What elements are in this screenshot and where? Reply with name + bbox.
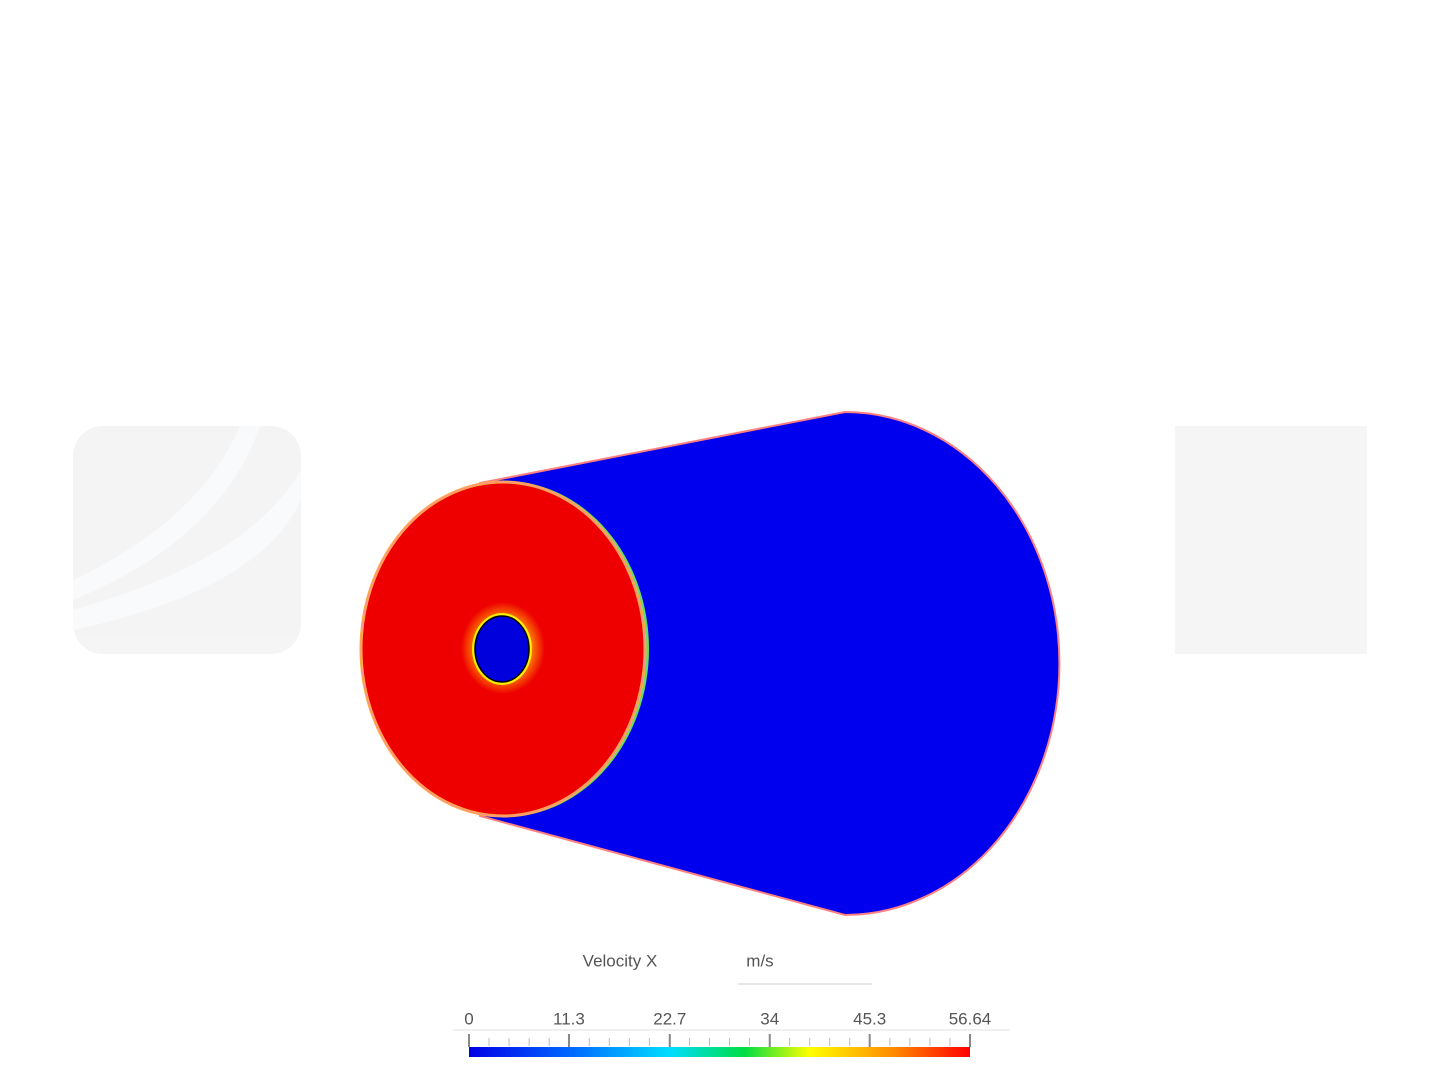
legend: Velocity X m/s 0 11.3 22.7 34 45.3 56.64: [453, 951, 1010, 1057]
hole: [474, 615, 530, 683]
tick-label: 45.3: [853, 1009, 886, 1028]
legend-unit: m/s: [746, 951, 773, 970]
watermark: [73, 426, 1367, 654]
tick-label: 11.3: [553, 1009, 585, 1028]
cone-model: [359, 410, 1061, 917]
tick-label: 56.64: [949, 1009, 992, 1028]
legend-title: Velocity X: [583, 951, 658, 970]
color-bar: [469, 1047, 970, 1057]
tick-label: 34: [760, 1009, 779, 1028]
inlet-outline: [360, 481, 646, 817]
tick-label: 0: [464, 1009, 473, 1028]
cone-surface: [479, 410, 1061, 917]
tick-label: 22.7: [653, 1009, 686, 1028]
